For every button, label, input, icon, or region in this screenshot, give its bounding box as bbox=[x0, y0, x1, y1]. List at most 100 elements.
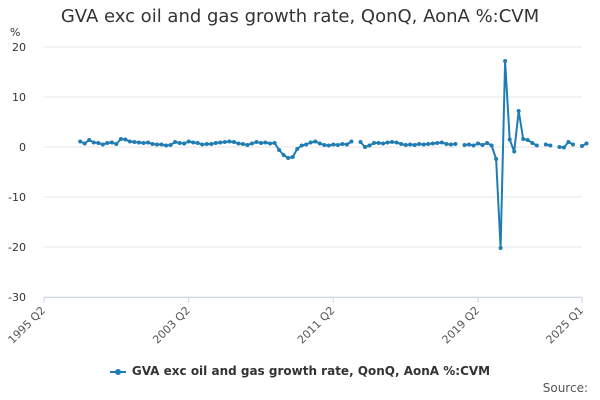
data-point bbox=[236, 141, 241, 146]
data-point bbox=[322, 143, 327, 147]
data-point bbox=[268, 141, 273, 146]
data-point bbox=[263, 140, 268, 145]
source-credit: Source: bbox=[542, 381, 588, 395]
y-tick-label: 20 bbox=[12, 41, 26, 54]
data-point bbox=[326, 143, 331, 148]
series-line bbox=[464, 60, 538, 249]
data-point bbox=[557, 145, 562, 149]
data-point bbox=[96, 141, 101, 145]
data-point bbox=[498, 246, 503, 250]
data-point bbox=[444, 142, 449, 146]
x-axis: 1995 Q2 2003 Q2 2011 Q2 2019 Q2 2025 Q1 bbox=[6, 297, 586, 347]
data-point bbox=[277, 148, 282, 152]
data-point bbox=[91, 140, 96, 145]
data-point bbox=[426, 142, 431, 146]
data-point bbox=[580, 144, 584, 148]
data-point bbox=[245, 143, 250, 147]
data-point bbox=[566, 140, 571, 144]
data-point bbox=[313, 139, 318, 144]
data-point bbox=[299, 143, 304, 148]
data-point bbox=[209, 142, 214, 146]
data-point bbox=[105, 141, 110, 145]
grid-lines bbox=[44, 46, 582, 298]
data-point bbox=[272, 141, 277, 145]
legend[interactable]: GVA exc oil and gas growth rate, QonQ, A… bbox=[0, 364, 600, 378]
data-point bbox=[367, 143, 372, 148]
data-point bbox=[385, 140, 390, 145]
data-point bbox=[136, 140, 141, 145]
data-point bbox=[146, 140, 150, 145]
legend-series-label[interactable]: GVA exc oil and gas growth rate, QonQ, A… bbox=[131, 364, 491, 378]
data-point bbox=[485, 141, 490, 145]
data-point bbox=[177, 141, 182, 145]
data-point bbox=[503, 59, 508, 63]
data-point bbox=[412, 143, 417, 147]
y-tick-label: -30 bbox=[8, 291, 26, 304]
data-point bbox=[231, 140, 236, 144]
data-point bbox=[494, 157, 499, 161]
data-point bbox=[141, 141, 146, 145]
data-point bbox=[358, 140, 363, 144]
data-point bbox=[195, 141, 200, 145]
y-tick-label: 0 bbox=[19, 141, 26, 154]
data-point bbox=[213, 141, 218, 145]
data-point bbox=[123, 137, 128, 142]
data-point bbox=[471, 143, 476, 148]
y-axis-ticks: 20 10 0 -10 -20 -30 bbox=[8, 41, 26, 304]
legend-line-icon bbox=[109, 368, 126, 375]
data-point bbox=[182, 141, 187, 146]
data-point bbox=[521, 137, 526, 141]
series-line bbox=[559, 141, 574, 149]
data-point bbox=[78, 139, 83, 144]
y-tick-label: 10 bbox=[12, 91, 26, 104]
data-point bbox=[82, 141, 87, 146]
data-point bbox=[335, 143, 340, 147]
data-point bbox=[218, 140, 223, 145]
data-point bbox=[480, 143, 485, 147]
data-point bbox=[254, 140, 259, 144]
data-point bbox=[363, 145, 367, 149]
data-point bbox=[290, 155, 295, 159]
chart-title: GVA exc oil and gas growth rate, QonQ, A… bbox=[60, 6, 540, 27]
data-point bbox=[476, 141, 480, 146]
data-point bbox=[259, 141, 263, 145]
data-point bbox=[331, 142, 336, 147]
x-tick-label: 1995 Q2 bbox=[6, 304, 49, 347]
data-point bbox=[421, 142, 426, 147]
data-point bbox=[561, 145, 566, 150]
data-point bbox=[222, 140, 227, 144]
data-point bbox=[204, 142, 209, 146]
data-point bbox=[417, 142, 422, 146]
x-tick-label: 2019 Q2 bbox=[440, 304, 483, 347]
data-point bbox=[159, 142, 164, 147]
data-point bbox=[399, 142, 404, 146]
data-point bbox=[286, 156, 291, 160]
data-point bbox=[109, 140, 114, 145]
x-tick-label: 2011 Q2 bbox=[295, 304, 338, 347]
data-point bbox=[281, 153, 286, 157]
data-point bbox=[584, 141, 589, 146]
data-point bbox=[240, 142, 245, 146]
data-point bbox=[340, 142, 345, 146]
data-point bbox=[512, 149, 517, 154]
data-point bbox=[344, 142, 349, 147]
data-point bbox=[173, 140, 178, 144]
data-point bbox=[114, 142, 119, 146]
series-line bbox=[359, 141, 456, 148]
data-point bbox=[507, 137, 512, 142]
data-point bbox=[349, 139, 354, 144]
data-point bbox=[376, 141, 381, 145]
data-point bbox=[462, 143, 467, 147]
data-point bbox=[372, 141, 376, 145]
data-point bbox=[168, 143, 173, 147]
data-point bbox=[250, 141, 254, 146]
legend-marker-icon bbox=[114, 368, 121, 375]
data-point bbox=[403, 143, 408, 147]
data-point bbox=[100, 142, 105, 147]
data-point bbox=[435, 141, 440, 145]
data-point bbox=[394, 140, 399, 145]
data-point bbox=[439, 140, 444, 145]
data-point bbox=[118, 137, 123, 141]
data-point bbox=[308, 140, 313, 145]
